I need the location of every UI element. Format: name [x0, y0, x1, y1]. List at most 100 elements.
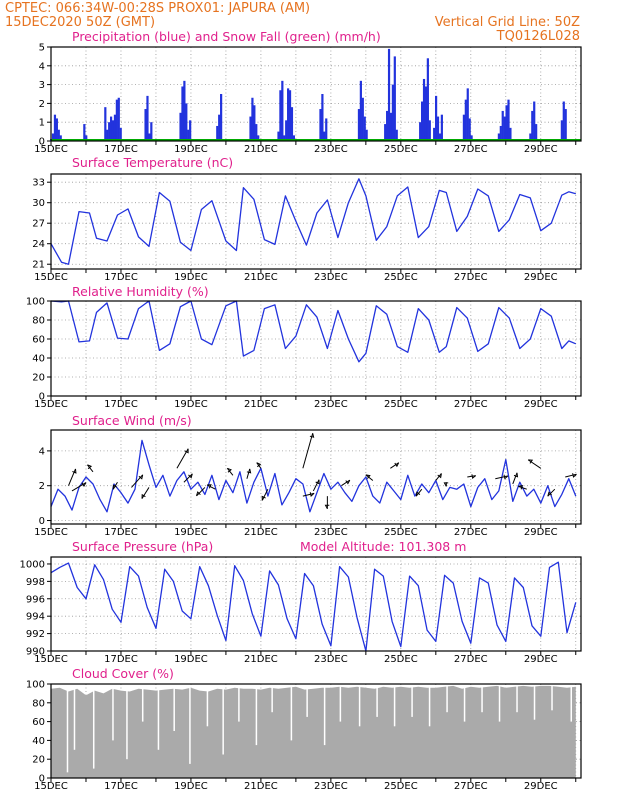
cloud-gap	[376, 684, 378, 717]
pressure-xtick-label: 17DEC	[104, 654, 138, 665]
precip-bar	[365, 129, 368, 141]
wind-arrow-head	[365, 474, 371, 479]
precip-bar	[115, 99, 118, 141]
pressure-xtick-label: 23DEC	[314, 654, 348, 665]
cloud-gap	[446, 684, 448, 713]
cloud-ytick-label: 20	[32, 755, 45, 766]
precip-bar	[419, 122, 422, 141]
precip-bar	[428, 120, 431, 141]
cloud-gap	[339, 684, 342, 722]
wind-arrow	[512, 472, 518, 485]
wind-arrow-head	[518, 485, 524, 490]
precip-bar	[53, 114, 57, 141]
cloud-xtick-label: 21DEC	[244, 781, 278, 792]
wind-arrow-head	[503, 474, 509, 480]
cloud-gap	[189, 684, 191, 764]
wind-arrow	[467, 475, 476, 478]
temp-xtick-label: 27DEC	[454, 272, 488, 283]
rh-line	[50, 300, 577, 363]
cloud-gap	[551, 684, 553, 711]
precip-bar	[535, 124, 538, 141]
precip-ytick-label: 0	[39, 137, 45, 148]
cloud-gap	[481, 684, 483, 713]
pressure-ytick-label: 990	[26, 647, 45, 658]
precip-bar	[253, 105, 256, 141]
precip-bar	[292, 135, 295, 141]
precip-bar	[288, 90, 292, 141]
cloud-gap	[323, 684, 326, 746]
cloud-gap	[463, 684, 466, 722]
wind-xtick-label: 15DEC	[34, 527, 68, 538]
wind-arrow	[312, 479, 320, 492]
cloud-gap	[126, 684, 128, 760]
cloud-gap	[66, 684, 69, 773]
precip-bar	[281, 80, 284, 141]
precip-bar	[421, 101, 424, 141]
cloud-xtick-label: 17DEC	[104, 781, 138, 792]
pressure-line	[50, 561, 577, 652]
wind-arrow	[527, 459, 542, 469]
precip-bar	[59, 135, 62, 141]
precip-bar	[393, 56, 396, 141]
cloud-gap	[411, 684, 413, 717]
rh-ytick-label: 0	[39, 392, 45, 403]
header-grid-line: Vertical Grid Line: 50Z	[435, 15, 580, 30]
precip-bar	[507, 99, 510, 141]
wind-line	[50, 439, 577, 513]
rh-ytick-label: 60	[32, 335, 45, 346]
wind-arrow	[261, 488, 269, 501]
wind-arrow-head	[112, 484, 117, 490]
wind-arrow	[226, 467, 234, 476]
precip-bar	[279, 90, 282, 141]
temp-line	[50, 178, 576, 265]
temp-ytick-label: 27	[32, 219, 45, 230]
cloud-title: Cloud Cover (%)	[72, 666, 174, 681]
rh-xtick-label: 25DEC	[384, 399, 418, 410]
pressure-xtick-label: 27DEC	[454, 654, 488, 665]
wind-ytick-label: 0	[39, 516, 45, 527]
precip-bar	[85, 135, 88, 141]
cloud-ytick-label: 60	[32, 717, 45, 728]
wind-xtick-label: 23DEC	[314, 527, 348, 538]
temp-ytick-label: 24	[32, 239, 45, 250]
cloud-frame	[50, 683, 582, 779]
precip-bar	[505, 105, 508, 141]
pressure-ytick-label: 992	[26, 629, 45, 640]
precip-bar	[564, 109, 567, 141]
precip-bar	[146, 95, 149, 141]
wind-arrow	[547, 488, 556, 497]
precip-bar	[57, 129, 60, 141]
cloud-ytick-label: 100	[26, 680, 45, 691]
pressure-xtick-label: 15DEC	[34, 654, 68, 665]
precip-bar	[361, 97, 364, 141]
precip-bar	[387, 48, 391, 141]
wind-arrow-head	[309, 433, 315, 438]
precip-bar	[109, 116, 113, 141]
cloud-gap	[516, 684, 518, 713]
precip-bar	[386, 110, 389, 141]
wind-arrow	[71, 482, 87, 492]
precip-ytick-label: 2	[39, 99, 45, 110]
precip-bar	[55, 118, 58, 141]
wind-arrow-head	[324, 504, 330, 509]
wind-arrow	[112, 481, 118, 490]
precip-bar	[113, 114, 117, 141]
precip-bar	[466, 88, 469, 141]
precip-bar	[323, 131, 326, 141]
pressure-ytick-label: 1000	[20, 559, 45, 570]
wind-arrow	[365, 474, 374, 481]
cloud-xtick-label: 15DEC	[34, 781, 68, 792]
precip-bar	[83, 124, 86, 141]
precip-bar	[181, 86, 184, 141]
pressure-ytick-label: 998	[26, 577, 45, 588]
precip-bar	[251, 97, 254, 141]
precip-bar	[468, 118, 471, 141]
wind-arrow-head	[184, 448, 189, 454]
precip-bar	[501, 110, 504, 141]
precip-bar	[462, 114, 466, 141]
precip-bar	[189, 120, 192, 141]
precip-bar	[529, 133, 532, 141]
rh-ytick-label: 100	[26, 297, 45, 308]
cloud-gap	[533, 684, 536, 720]
wind-arrow-head	[188, 473, 193, 479]
